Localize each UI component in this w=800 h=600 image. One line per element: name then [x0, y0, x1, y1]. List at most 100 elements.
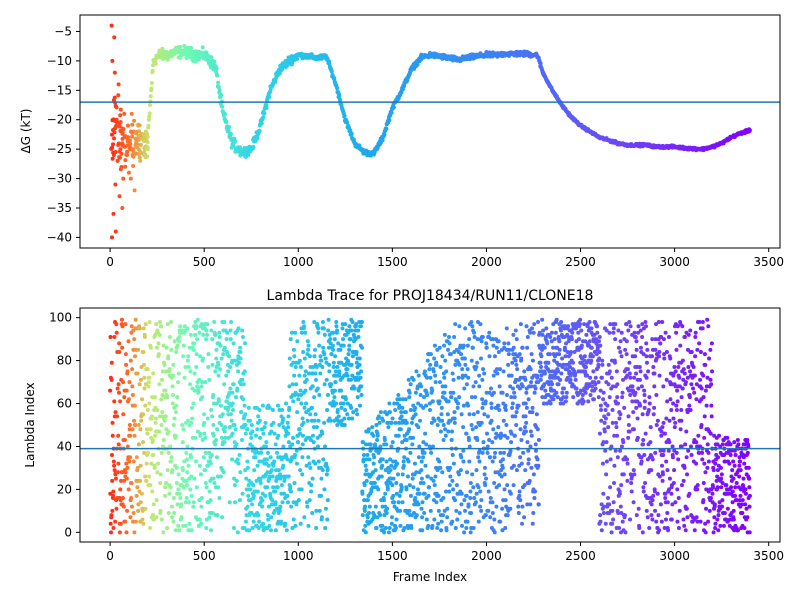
lambda-point	[451, 487, 456, 492]
lambda-point	[138, 427, 143, 432]
lambda-point	[631, 410, 636, 415]
lambda-point	[438, 365, 443, 370]
lambda-point	[638, 369, 643, 374]
lambda-point	[524, 420, 529, 425]
lambda-point	[600, 358, 605, 363]
lambda-point	[647, 401, 652, 406]
lambda-point	[135, 485, 140, 490]
lambda-point	[474, 491, 479, 496]
lambda-point	[513, 414, 518, 419]
delta-g-point	[215, 73, 220, 78]
lambda-point	[420, 528, 425, 533]
lambda-point	[399, 414, 404, 419]
lambda-point	[532, 322, 537, 327]
lambda-point	[434, 500, 439, 505]
lambda-point	[625, 461, 630, 466]
lambda-point	[298, 388, 303, 393]
lambda-point	[601, 390, 606, 395]
lambda-point	[390, 416, 395, 421]
lambda-point	[695, 487, 700, 492]
lambda-point	[402, 455, 407, 460]
lambda-point	[109, 513, 114, 518]
lambda-point	[492, 517, 497, 522]
lambda-point	[468, 530, 473, 535]
lambda-point	[512, 395, 517, 400]
lambda-point	[422, 491, 427, 496]
delta-g-point	[127, 138, 132, 143]
lambda-point	[266, 463, 271, 468]
lambda-point	[338, 388, 343, 393]
lambda-point	[376, 487, 381, 492]
lambda-point	[243, 423, 248, 427]
lambda-point	[557, 352, 562, 357]
delta-g-point	[205, 53, 210, 58]
lambda-point	[116, 442, 121, 447]
lambda-point	[169, 455, 174, 460]
lambda-point	[414, 369, 419, 374]
lambda-point	[157, 414, 162, 419]
lambda-point	[228, 386, 233, 391]
lambda-point	[554, 390, 559, 395]
lambda-point	[165, 322, 170, 327]
lambda-point	[307, 354, 312, 359]
delta-g-point	[116, 142, 121, 147]
lambda-point	[382, 438, 387, 443]
lambda-point	[682, 371, 687, 376]
lambda-point	[556, 382, 561, 387]
lambda-point	[317, 392, 322, 397]
lambda-point	[292, 373, 297, 378]
lambda-point	[400, 405, 405, 410]
lambda-point	[640, 412, 645, 417]
lambda-point	[188, 487, 193, 492]
lambda-point	[198, 431, 203, 436]
lambda-point	[451, 377, 456, 382]
lambda-point	[661, 453, 666, 458]
lambda-point	[600, 362, 605, 367]
lambda-point	[446, 347, 451, 352]
lambda-point	[470, 427, 475, 432]
lambda-point	[151, 513, 156, 518]
lambda-point	[516, 504, 521, 509]
lambda-point	[431, 369, 436, 374]
lambda-point	[257, 519, 262, 524]
y-tick-label: −5	[54, 24, 72, 38]
lambda-point	[400, 500, 405, 505]
lambda-point	[160, 410, 165, 415]
lambda-point	[345, 373, 350, 378]
lambda-point	[325, 407, 330, 412]
lambda-point	[108, 521, 113, 526]
lambda-point	[256, 414, 261, 419]
lambda-point	[709, 341, 714, 346]
delta-g-point	[237, 145, 242, 150]
lambda-point	[597, 350, 602, 355]
lambda-point	[583, 365, 588, 370]
lambda-point	[112, 334, 117, 339]
lambda-point	[143, 474, 148, 479]
lambda-point	[517, 493, 522, 498]
lambda-point	[151, 453, 156, 458]
lambda-point	[111, 526, 116, 531]
lambda-point	[439, 405, 444, 410]
lambda-point	[680, 324, 685, 329]
lambda-point	[245, 427, 250, 432]
lambda-point	[557, 347, 562, 352]
lambda-point	[430, 523, 435, 528]
lambda-point	[281, 416, 286, 421]
lambda-point	[674, 450, 679, 455]
lambda-point	[491, 373, 496, 378]
lambda-point	[287, 405, 292, 410]
lambda-point	[626, 328, 631, 333]
lambda-point	[141, 412, 146, 417]
lambda-point	[523, 468, 528, 473]
lambda-point	[215, 513, 220, 518]
lambda-point	[398, 427, 403, 432]
lambda-point	[348, 337, 353, 342]
lambda-point	[170, 515, 175, 520]
lambda-point	[445, 412, 450, 417]
lambda-point	[202, 420, 207, 425]
lambda-point	[332, 395, 337, 400]
lambda-point	[614, 420, 619, 425]
lambda-point	[203, 380, 208, 385]
lambda-point	[586, 399, 591, 404]
lambda-chart-title: Lambda Trace for PROJ18434/RUN11/CLONE18	[267, 288, 594, 304]
